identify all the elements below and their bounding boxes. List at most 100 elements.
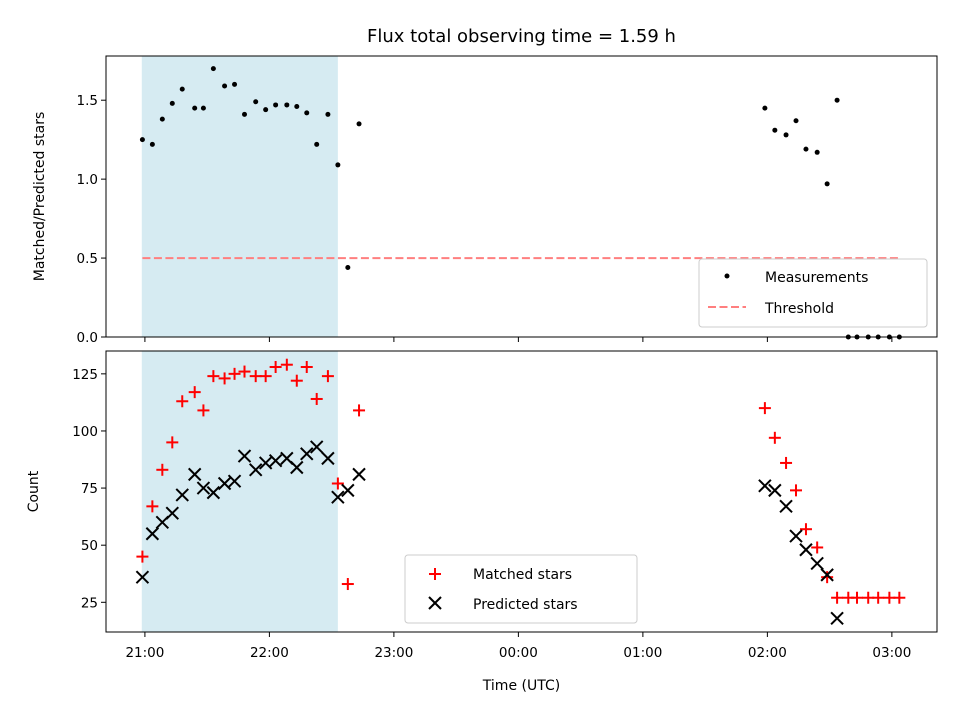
data-point [834, 97, 840, 103]
data-point [253, 99, 259, 105]
y-tick-label: 0.5 [77, 251, 98, 267]
predicted-point [145, 527, 160, 541]
predicted-point [165, 506, 180, 520]
x-tick-label: 00:00 [499, 645, 538, 661]
data-point [304, 110, 310, 116]
chart-title: Flux total observing time = 1.59 h [367, 26, 676, 47]
y-tick-label: 100 [72, 424, 98, 440]
matched-point [156, 463, 169, 476]
data-point [793, 118, 799, 124]
data-point [200, 105, 206, 111]
predicted-point [300, 447, 314, 461]
predicted-point [290, 460, 304, 475]
data-point [762, 105, 768, 111]
predicted-point [187, 467, 202, 482]
data-point [273, 102, 279, 108]
predicted-point [175, 488, 189, 502]
matched-point [799, 523, 812, 536]
data-point [356, 121, 362, 127]
legend-marker-predicted [428, 596, 442, 610]
matched-point [851, 591, 864, 604]
data-point [314, 141, 320, 147]
shaded-span [141, 351, 338, 632]
x-axis-ticks [144, 337, 893, 342]
ratio-panel: 0.0 0.5 1.0 1.5 Matched/Predicted stars Mea… [32, 55, 938, 346]
matched-point [207, 370, 220, 383]
data-point [772, 127, 778, 133]
matched-point [166, 436, 179, 449]
x-tick-label: 21:00 [125, 645, 164, 661]
y-tick-label: 1.0 [77, 172, 98, 188]
x-tick-label: 23:00 [374, 645, 413, 661]
data-point [159, 116, 165, 122]
measurement-points [139, 66, 902, 340]
matched-point [269, 360, 282, 373]
y-axis: 0.0 0.5 1.0 1.5 [77, 93, 106, 346]
y-tick-label: 75 [81, 481, 98, 497]
y-axis-label: Count [26, 470, 42, 512]
data-point [242, 111, 247, 117]
legend-label-matched: Matched stars [473, 567, 572, 583]
legend-label-predicted: Predicted stars [473, 597, 578, 613]
data-point [294, 104, 300, 110]
y-axis: 25 50 75 100 125 [72, 367, 106, 611]
matched-point [758, 402, 771, 415]
matched-point [790, 484, 803, 497]
matched-point [188, 386, 201, 399]
predicted-point [206, 485, 221, 500]
matched-point [176, 395, 189, 408]
legend-label-measurements: Measurements [765, 270, 868, 286]
predicted-point [820, 568, 834, 582]
matched-point [780, 456, 793, 469]
count-points [135, 358, 906, 625]
legend-top: Measurements Threshold [698, 258, 928, 328]
x-tick-label: 03:00 [872, 645, 911, 661]
matched-point [872, 591, 885, 604]
matched-point [218, 372, 231, 385]
legend-label-threshold: Threshold [764, 301, 834, 317]
matched-point [310, 392, 323, 405]
legend-marker-measurements [724, 273, 730, 279]
matched-point [321, 370, 334, 383]
predicted-point [248, 463, 263, 477]
matched-point [238, 365, 251, 378]
predicted-point [352, 467, 366, 482]
legend-marker-matched [429, 568, 441, 580]
x-tick-label: 22:00 [250, 645, 289, 661]
data-point [179, 86, 185, 92]
matched-point [831, 591, 844, 604]
matched-point [136, 550, 149, 563]
data-point [814, 149, 820, 155]
matched-point [331, 477, 344, 490]
axes-frame [105, 350, 938, 633]
legend-bottom: Matched stars Predicted stars [404, 554, 638, 624]
matched-point [341, 578, 354, 591]
predicted-point [830, 611, 844, 625]
shaded-span [141, 56, 338, 337]
predicted-point [768, 483, 782, 498]
predicted-point [196, 481, 211, 495]
data-point [284, 102, 290, 108]
predicted-point [268, 453, 283, 468]
predicted-point [799, 543, 813, 557]
y-tick-label: 50 [81, 538, 98, 554]
predicted-point [321, 451, 335, 466]
matched-point [353, 404, 366, 417]
data-point [232, 81, 238, 87]
matched-point [228, 367, 241, 380]
matched-point [290, 374, 303, 387]
predicted-point [258, 456, 273, 470]
predicted-point [758, 479, 772, 493]
data-point [169, 100, 175, 106]
matched-point [259, 370, 272, 383]
data-point [149, 141, 155, 147]
y-axis-label: Matched/Predicted stars [32, 112, 48, 282]
y-tick-label: 25 [81, 595, 98, 611]
y-tick-label: 0.0 [77, 330, 98, 346]
matched-point [811, 541, 824, 554]
matched-point [821, 571, 834, 584]
axes-frame [105, 55, 938, 338]
x-tick-label: 01:00 [623, 645, 662, 661]
x-axis-label: Time (UTC) [482, 678, 560, 694]
